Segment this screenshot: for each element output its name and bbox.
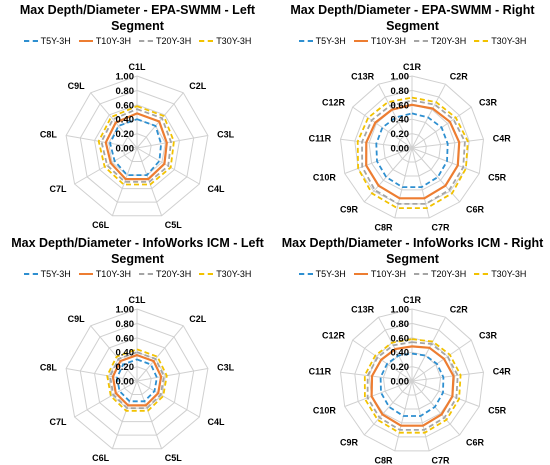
tick-label: 0.60 <box>391 333 410 344</box>
tick-label: 0.60 <box>116 333 135 344</box>
radar-chart: 0.00 0.20 0.40 0.60 0.80 1.00C1R C2R C3R C4R C5R C… <box>275 0 550 232</box>
axis-label: C11R <box>309 367 332 377</box>
tick-label: 0.00 <box>116 144 135 155</box>
axis-label: C12R <box>322 330 346 340</box>
axis-label: C13R <box>351 305 375 315</box>
axis-label: C11R <box>309 134 332 144</box>
tick-label: 0.60 <box>391 100 410 111</box>
axis-label: C1R <box>403 62 422 72</box>
chart-panel-infoworks-right: Max Depth/Diameter - InfoWorks ICM - Rig… <box>275 233 550 465</box>
axis-label: C2R <box>450 305 469 315</box>
tick-label: 0.80 <box>391 319 410 330</box>
axis-label: C7L <box>49 184 67 194</box>
radar-chart: 0.00 0.20 0.40 0.60 0.80 1.00C1L C2L C3L C4L C5L C… <box>0 0 275 232</box>
tick-label: 1.00 <box>116 72 135 83</box>
axis-label: C3R <box>479 330 498 340</box>
tick-label: 0.80 <box>391 86 410 97</box>
chart-panel-infoworks-left: Max Depth/Diameter - InfoWorks ICM - Lef… <box>0 233 275 465</box>
spoke-line <box>412 84 446 148</box>
chart-panel-epa-swmm-right: Max Depth/Diameter - EPA-SWMM - Right Se… <box>275 0 550 232</box>
axis-label: C5R <box>488 172 507 182</box>
axis-label: C1L <box>128 62 146 72</box>
tick-label: 0.20 <box>391 362 410 373</box>
tick-label: 0.20 <box>391 129 410 140</box>
axis-label: C7L <box>49 417 67 427</box>
tick-label: 0.40 <box>116 348 135 359</box>
tick-label: 1.00 <box>116 305 135 316</box>
axis-label: C1R <box>403 295 422 305</box>
axis-label: C8L <box>40 129 58 139</box>
axis-label: C3L <box>217 362 235 372</box>
axis-label: C5L <box>165 220 183 230</box>
axis-label: C10R <box>313 172 337 182</box>
axis-label: C6L <box>92 220 110 230</box>
axis-label: C12R <box>322 97 346 107</box>
axis-label: C8R <box>374 456 393 465</box>
radar-chart: 0.00 0.20 0.40 0.60 0.80 1.00C1R C2R C3R C4R C5R C… <box>275 233 550 465</box>
axis-label: C3R <box>479 97 498 107</box>
spoke-line <box>412 148 479 174</box>
tick-label: 0.20 <box>116 129 135 140</box>
tick-label: 0.60 <box>116 100 135 111</box>
tick-label: 0.00 <box>391 144 410 155</box>
tick-label: 0.00 <box>391 377 410 388</box>
tick-label: 0.40 <box>116 115 135 126</box>
axis-label: C9R <box>340 437 359 447</box>
spoke-line <box>412 381 479 407</box>
axis-label: C4R <box>493 367 512 377</box>
axis-label: C7R <box>432 223 451 233</box>
axis-label: C3L <box>217 129 235 139</box>
axis-label: C4L <box>208 417 226 427</box>
tick-label: 0.40 <box>391 115 410 126</box>
axis-label: C2L <box>189 81 207 91</box>
tick-label: 0.80 <box>116 319 135 330</box>
axis-label: C8L <box>40 362 58 372</box>
axis-label: C5R <box>488 405 507 415</box>
axis-label: C9L <box>68 81 86 91</box>
axis-label: C4L <box>208 184 226 194</box>
axis-label: C10R <box>313 405 337 415</box>
axis-label: C1L <box>128 295 146 305</box>
tick-label: 0.20 <box>116 362 135 373</box>
chart-panel-epa-swmm-left: Max Depth/Diameter - EPA-SWMM - Left Seg… <box>0 0 275 232</box>
axis-label: C13R <box>351 72 375 82</box>
axis-label: C6L <box>92 453 110 463</box>
axis-label: C2R <box>450 72 469 82</box>
tick-label: 0.00 <box>116 377 135 388</box>
axis-label: C4R <box>493 134 512 144</box>
axis-label: C2L <box>189 314 207 324</box>
tick-label: 1.00 <box>391 72 410 83</box>
axis-label: C9L <box>68 314 86 324</box>
radar-chart: 0.00 0.20 0.40 0.60 0.80 1.00C1L C2L C3L C4L C5L C… <box>0 233 275 465</box>
axis-label: C7R <box>432 456 451 465</box>
tick-label: 1.00 <box>391 305 410 316</box>
axis-label: C8R <box>374 223 393 233</box>
tick-label: 0.80 <box>116 86 135 97</box>
tick-label: 0.40 <box>391 348 410 359</box>
spoke-line <box>137 381 199 417</box>
axis-label: C6R <box>466 204 485 214</box>
spoke-line <box>137 369 208 382</box>
axis-label: C5L <box>165 453 183 463</box>
axis-label: C6R <box>466 437 485 447</box>
axis-label: C9R <box>340 204 359 214</box>
